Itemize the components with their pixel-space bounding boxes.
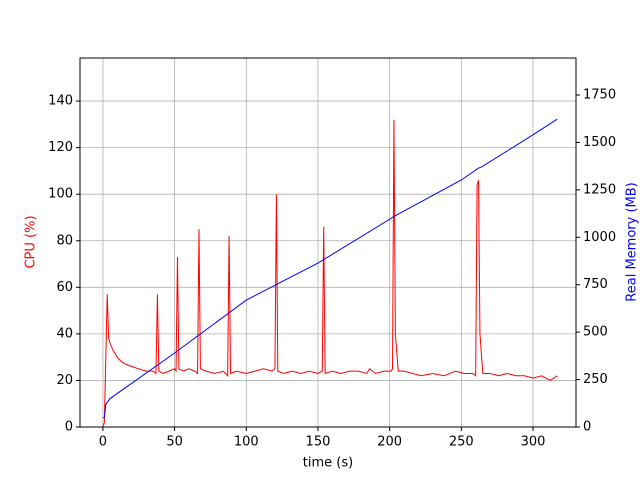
x-tick-label: 200: [377, 435, 402, 450]
y2-tick-label: 1500: [583, 135, 616, 150]
y2-tick-label: 250: [583, 372, 608, 387]
y2-tick-label: 500: [583, 325, 608, 340]
x-axis-label: time (s): [303, 456, 353, 471]
y-tick-label: 60: [56, 280, 73, 295]
y-tick-label: 20: [56, 373, 73, 388]
y2-tick-label: 750: [583, 277, 608, 292]
y-tick-label: 100: [48, 187, 73, 202]
x-tick-label: 250: [449, 435, 474, 450]
y-tick-label: 120: [48, 140, 73, 155]
y-tick-label: 80: [56, 233, 73, 248]
x-tick-label: 0: [99, 435, 107, 450]
x-tick-label: 300: [521, 435, 546, 450]
y-tick-label: 140: [48, 94, 73, 109]
y2-tick-label: 1250: [583, 182, 616, 197]
x-tick-label: 150: [306, 435, 331, 450]
y-tick-label: 40: [56, 326, 73, 341]
x-tick-label: 100: [234, 435, 259, 450]
y2-axis-label: Real Memory (MB): [625, 182, 640, 301]
plot-frame: [79, 57, 577, 428]
y2-tick-label: 1750: [583, 87, 616, 102]
y2-tick-label: 1000: [583, 230, 616, 245]
x-tick-label: 50: [166, 435, 183, 450]
y-axis-label: CPU (%): [24, 215, 39, 268]
y-tick-label: 0: [65, 420, 73, 435]
data-line: [102, 119, 558, 428]
y2-tick-label: 0: [583, 420, 591, 435]
data-line: [102, 118, 558, 419]
